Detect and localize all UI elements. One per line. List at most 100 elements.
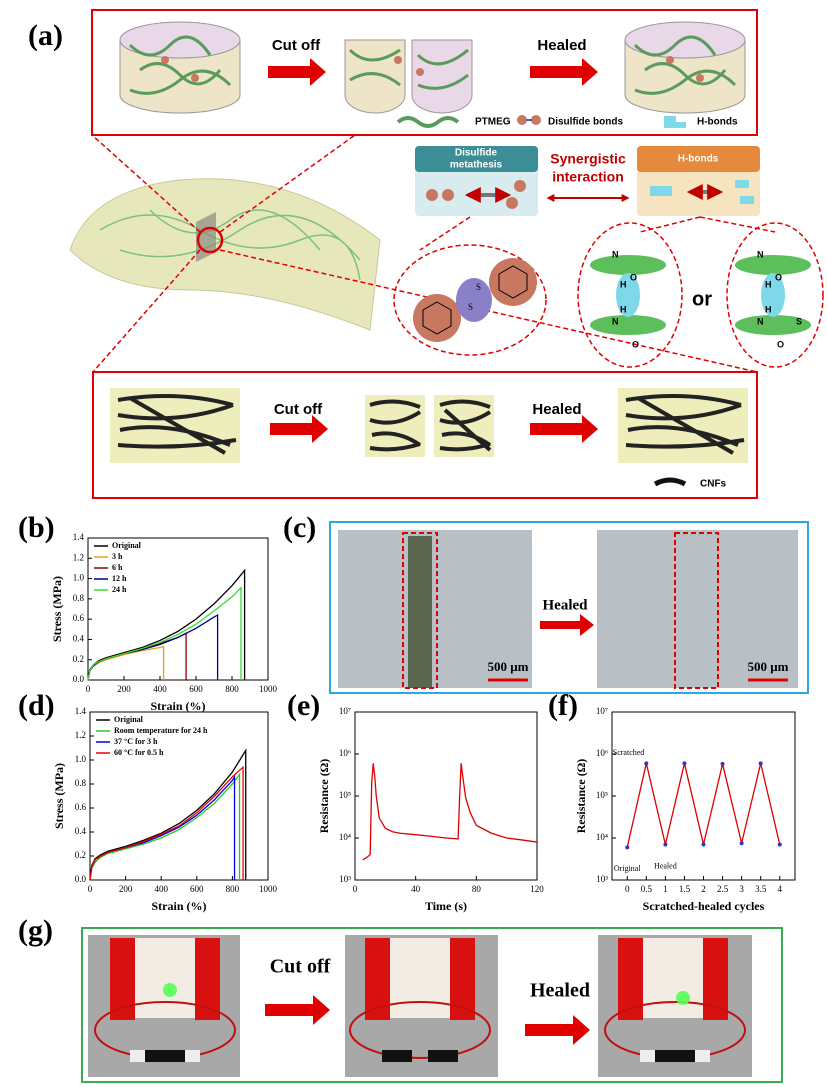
box	[92, 371, 758, 499]
y-tick-label: 1.0	[75, 754, 87, 764]
legend-icon	[396, 116, 460, 128]
x-tick-label: 800	[225, 684, 239, 694]
y-tick-label: 0.4	[73, 633, 85, 643]
legend-icon	[653, 477, 687, 487]
legend-label: 12 h	[112, 574, 127, 583]
panel-label: (b)	[18, 511, 55, 544]
step-label: Healed	[530, 980, 590, 1002]
legend-label: 6 h	[112, 563, 123, 572]
disulfide-dots	[161, 56, 704, 82]
x-tick-label: 3	[739, 884, 744, 894]
x-tick-label: 1.5	[679, 884, 691, 894]
panel-label: (e)	[287, 689, 320, 722]
arrow	[525, 1015, 590, 1045]
cnf-lines	[117, 394, 745, 455]
data-line	[89, 774, 236, 881]
step-label: Cut off	[270, 956, 331, 978]
step-label: Cut off	[272, 37, 321, 54]
disulfide-molecule	[413, 258, 537, 342]
x-tick-label: 3.5	[755, 884, 767, 894]
x-tick-label: 0	[88, 884, 93, 894]
synergy-label: interaction	[552, 169, 624, 185]
scale-label: 500 μm	[488, 659, 529, 674]
x-tick-label: 80	[472, 884, 482, 894]
scale-label: 500 μm	[748, 659, 789, 674]
annotation: Scratched	[613, 748, 645, 757]
zoom-ellipse	[577, 222, 683, 368]
polymer-cylinders	[119, 21, 746, 114]
atom: O	[630, 272, 637, 282]
legend-label: 3 h	[112, 552, 123, 561]
atom: S	[468, 302, 473, 312]
step-label: Healed	[532, 401, 581, 418]
arrow	[268, 58, 326, 86]
atom: H	[620, 279, 627, 289]
y-tick-label: 0.6	[73, 613, 85, 623]
x-tick-label: 4	[778, 884, 783, 894]
y-tick-label: 1.4	[73, 532, 85, 542]
chains	[99, 209, 361, 281]
y-tick-label: 0.8	[75, 778, 87, 788]
highlight	[402, 532, 438, 689]
y-tick-label: 10³	[339, 874, 351, 884]
atom: S	[476, 282, 481, 292]
x-tick-label: 200	[119, 884, 133, 894]
x-tick-label: 200	[117, 684, 131, 694]
legend-label: CNFs	[700, 479, 727, 490]
photo	[345, 935, 498, 1077]
y-tick-label: 10⁴	[339, 832, 351, 842]
arrow	[540, 614, 594, 636]
data-line	[87, 586, 242, 681]
plot-frame	[87, 537, 269, 681]
data-point	[777, 842, 782, 847]
atom: N	[757, 316, 764, 326]
panel-label: (a)	[28, 19, 63, 52]
zoom-ellipse	[393, 244, 547, 356]
legend-label: Original	[114, 715, 144, 724]
y-tick-label: 0.6	[75, 802, 87, 812]
data-line	[89, 748, 247, 881]
y-axis-label: Resistance (Ω)	[317, 759, 331, 834]
y-tick-label: 1.2	[75, 730, 86, 740]
panel-a: Cut off Healed PTMEG Disulfide bonds H-b…	[91, 9, 758, 136]
photo	[338, 530, 532, 688]
y-tick-label: 10⁶	[596, 748, 608, 758]
legend-label: PTMEG	[475, 117, 511, 128]
data-line	[89, 772, 241, 881]
step-label: Cut off	[274, 401, 323, 418]
legend-icon	[517, 115, 541, 125]
synergy-label: Synergistic	[550, 151, 626, 167]
panel-label: (d)	[18, 689, 55, 722]
panel-label: (c)	[283, 511, 316, 544]
y-tick-label: 0.4	[75, 826, 87, 836]
y-tick-label: 1.4	[75, 706, 87, 716]
plot-frame	[89, 711, 269, 881]
y-tick-label: 0.2	[73, 654, 84, 664]
y-axis-label: Stress (MPa)	[50, 576, 64, 642]
atom: O	[777, 339, 784, 349]
panel-a-middle: Disulfide metathesis Synergistic interac…	[69, 134, 824, 373]
legend-label: Original	[112, 541, 142, 550]
x-tick-label: 600	[190, 884, 204, 894]
data-point	[644, 761, 649, 766]
x-tick-label: 400	[153, 684, 167, 694]
data-line	[89, 765, 244, 881]
atom: N	[612, 249, 619, 259]
x-tick-label: 2.5	[717, 884, 729, 894]
box-header	[637, 146, 760, 172]
x-tick-label: 0	[625, 884, 630, 894]
metathesis-icons	[426, 180, 526, 209]
y-axis-label: Stress (MPa)	[52, 763, 66, 829]
highlight	[674, 532, 719, 689]
legend-label: Room temperature for 24 h	[114, 726, 208, 735]
atom: N	[612, 316, 619, 326]
x-axis-label: Strain (%)	[152, 899, 207, 913]
legend-label: 60 °C for 0.5 h	[114, 748, 164, 757]
legend-icon	[664, 116, 686, 128]
x-tick-label: 2	[701, 884, 706, 894]
data-point	[663, 842, 668, 847]
atom: O	[775, 272, 782, 282]
box	[329, 521, 809, 694]
scratch	[408, 536, 432, 688]
x-axis-label: Strain (%)	[151, 699, 206, 713]
